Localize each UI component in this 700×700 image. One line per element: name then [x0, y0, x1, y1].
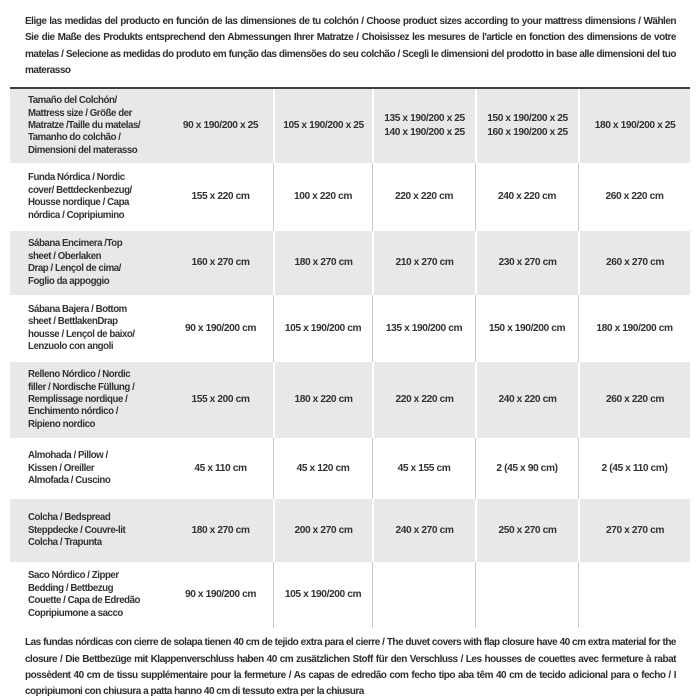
size-cell: 220 x 220 cm	[372, 163, 475, 232]
size-table: Tamaño del Colchón/ Mattress size / Größ…	[10, 87, 690, 629]
size-cell: 200 x 270 cm	[273, 499, 372, 563]
outro-text: Las fundas nórdicas con cierre de solapa…	[25, 637, 677, 698]
size-cell: 240 x 220 cm	[475, 362, 578, 439]
row-label: Relleno Nórdico / Nordic filler / Nordis…	[28, 369, 135, 430]
size-cell: 90 x 190/200 cm	[184, 322, 257, 334]
size-cell: 230 x 270 cm	[475, 231, 578, 296]
row-label: Sábana Bajera / Bottom sheet / Bettlaken…	[28, 303, 135, 353]
table-row-nordic-filler: Relleno Nórdico / Nordic filler / Nordis…	[10, 362, 690, 439]
size-cell: 260 x 220 cm	[578, 362, 690, 439]
table-row-top-sheet: Sábana Encimera /Top sheet / Oberlaken D…	[10, 231, 690, 296]
size-cell: 220 x 220 cm	[372, 362, 475, 439]
table-row-pillow: Almohada / Pillow / Kissen / Oreiller Al…	[10, 438, 690, 500]
size-cell	[475, 562, 578, 629]
size-cell: 105 x 190/200 x 25	[273, 89, 372, 164]
table-row-bottom-sheet: Sábana Bajera / Bottom sheet / Bettlaken…	[10, 295, 690, 363]
size-cell: 90 x 190/200 cm	[184, 589, 257, 601]
size-cell: 260 x 220 cm	[578, 163, 690, 232]
size-cell: 260 x 270 cm	[578, 231, 690, 296]
table-row-mattress-size: Tamaño del Colchón/ Mattress size / Größ…	[10, 89, 690, 164]
size-cell: 45 x 120 cm	[273, 438, 372, 500]
row-label: Funda Nórdica / Nordic cover/ Bettdecken…	[28, 172, 132, 221]
size-cell: 100 x 220 cm	[273, 163, 372, 232]
size-cell: 180 x 270 cm	[191, 524, 250, 536]
row-label: Sábana Encimera /Top sheet / Oberlaken D…	[28, 238, 123, 287]
size-cell	[372, 562, 475, 629]
table-row-nordic-cover: Funda Nórdica / Nordic cover/ Bettdecken…	[10, 163, 690, 232]
size-cell: 155 x 200 cm	[191, 394, 250, 406]
intro-text: Elige las medidas del producto en funció…	[25, 16, 677, 76]
size-cell: 45 x 155 cm	[372, 438, 475, 500]
size-cell: 105 x 190/200 cm	[273, 295, 372, 363]
row-label: Colcha / Bedspread Steppdecke / Couvre-l…	[28, 512, 126, 548]
size-cell: 150 x 190/200 x 25 160 x 190/200 x 25	[475, 89, 578, 164]
size-cell: 135 x 190/200 x 25 140 x 190/200 x 25	[372, 89, 475, 164]
size-cell: 150 x 190/200 cm	[475, 295, 578, 363]
size-cell: 90 x 190/200 x 25	[182, 120, 259, 132]
size-cell: 180 x 190/200 cm	[578, 295, 690, 363]
size-cell: 2 (45 x 90 cm)	[475, 438, 578, 500]
size-cell: 180 x 220 cm	[273, 362, 372, 439]
size-cell: 45 x 110 cm	[194, 462, 247, 474]
table-row-zipper-bedding: Saco Nórdico / Zipper Bedding / Bettbezu…	[10, 562, 690, 629]
size-cell: 180 x 190/200 x 25	[578, 89, 690, 164]
table-row-bedspread: Colcha / Bedspread Steppdecke / Couvre-l…	[10, 499, 690, 563]
size-cell: 160 x 270 cm	[191, 257, 250, 269]
row-label: Tamaño del Colchón/ Mattress size / Größ…	[28, 95, 141, 156]
row-label: Almohada / Pillow / Kissen / Oreiller Al…	[28, 450, 111, 486]
size-cell: 240 x 220 cm	[475, 163, 578, 232]
size-cell: 155 x 220 cm	[191, 191, 250, 203]
size-cell: 240 x 270 cm	[372, 499, 475, 563]
size-cell: 135 x 190/200 cm	[372, 295, 475, 363]
size-cell	[578, 562, 690, 629]
size-cell: 105 x 190/200 cm	[273, 562, 372, 629]
size-cell: 270 x 270 cm	[578, 499, 690, 563]
row-label: Saco Nórdico / Zipper Bedding / Bettbezu…	[28, 570, 141, 619]
size-cell: 2 (45 x 110 cm)	[578, 438, 690, 500]
size-cell: 210 x 270 cm	[372, 231, 475, 296]
size-cell: 250 x 270 cm	[475, 499, 578, 563]
size-cell: 180 x 270 cm	[273, 231, 372, 296]
